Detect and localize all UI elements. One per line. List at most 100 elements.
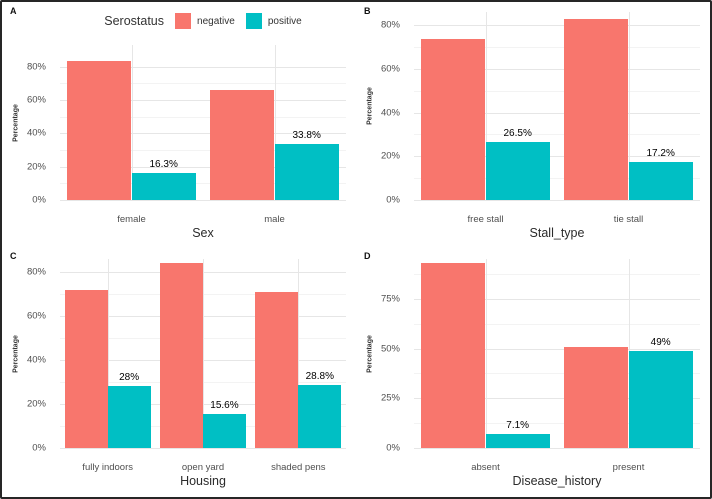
x-axis-title: Housing: [180, 474, 226, 488]
bar-value-label: 17.2%: [646, 148, 675, 160]
bar-negative-absent: [421, 263, 486, 448]
gridline-minor: [414, 373, 700, 375]
plot-area-stall-type: 26.5% 17.2%: [414, 12, 700, 201]
x-axis: fully indoors open yard shaded pens: [60, 462, 346, 474]
y-tick-label: 40%: [26, 354, 46, 366]
gridline-major: [414, 298, 700, 300]
plot-area-housing: 28% 15.6% 28.8%: [60, 259, 346, 449]
gridline-major: [60, 200, 346, 201]
gridline-minor: [60, 150, 346, 151]
gridline-vertical: [485, 259, 487, 448]
bar-negative-male: [210, 89, 275, 200]
bar-positive-free-stall: [485, 142, 550, 200]
y-axis: 0% 20% 40% 60% 80%: [2, 2, 54, 247]
bar-value-label: 49%: [650, 336, 671, 348]
legend-item-positive: positive: [245, 13, 302, 29]
bar-positive-absent: [485, 433, 550, 448]
gridline-minor: [414, 273, 700, 275]
bar-positive-present: [628, 350, 693, 448]
x-tick-label: open yard: [181, 462, 225, 473]
gridline-major: [414, 112, 700, 114]
legend: Serostatus negative positive: [60, 9, 346, 33]
x-tick-label: shaded pens: [271, 462, 326, 473]
panel-letter-d: D: [364, 251, 371, 261]
x-tick-label: free stall: [467, 214, 504, 225]
plot-area-disease-history: 7.1% 49%: [414, 259, 700, 449]
y-tick-label: 0%: [32, 442, 46, 454]
bar-value-label: 26.5%: [503, 128, 532, 140]
y-tick-label: 60%: [26, 310, 46, 322]
x-tick-label: fully indoors: [82, 462, 134, 473]
bar-negative-tie-stall: [564, 19, 629, 200]
bar-positive-shaded-pens: [298, 384, 342, 448]
gridline-vertical: [298, 259, 300, 448]
bar-negative-shaded-pens: [255, 291, 299, 448]
bar-negative-female: [67, 60, 132, 200]
gridline-major: [60, 448, 346, 449]
y-axis: 0% 20% 40% 60% 80%: [356, 2, 408, 247]
gridline-major: [414, 448, 700, 449]
x-axis: female male: [60, 214, 346, 226]
gridline-minor: [414, 323, 700, 325]
legend-item-negative: negative: [175, 13, 235, 29]
bar-negative-free-stall: [421, 39, 486, 200]
gridline-major: [414, 68, 700, 70]
bar-negative-open-yard: [160, 262, 203, 448]
bar-positive-tie-stall: [628, 162, 693, 200]
gridline-vertical: [628, 12, 630, 200]
panel-c: C Percentage 0% 20% 40% 60% 80% 28% 15.6% 28.8…: [2, 247, 356, 497]
y-tick-label: 0%: [386, 442, 400, 454]
y-tick-label: 50%: [380, 343, 400, 355]
legend-swatch-negative: [175, 13, 192, 29]
bar-positive-male: [274, 143, 339, 200]
y-tick-label: 80%: [380, 19, 400, 31]
legend-label-positive: positive: [267, 15, 302, 27]
gridline-vertical: [203, 259, 204, 448]
gridline-vertical: [485, 12, 487, 200]
bar-negative-fully-indoors: [64, 289, 108, 448]
y-tick-label: 25%: [380, 392, 400, 404]
gridline-major: [60, 133, 346, 135]
x-tick-label: female: [117, 214, 146, 225]
gridline-vertical: [131, 45, 133, 200]
y-tick-label: 60%: [380, 63, 400, 75]
y-tick-label: 0%: [32, 194, 46, 206]
y-tick-label: 80%: [26, 266, 46, 278]
y-tick-label: 20%: [26, 398, 46, 410]
legend-swatch-positive: [245, 13, 262, 29]
gridline-minor: [414, 423, 700, 425]
x-axis: free stall tie stall: [414, 214, 700, 226]
gridline-minor: [414, 90, 700, 92]
panel-letter-a: A: [10, 6, 17, 16]
bar-value-label: 28%: [119, 372, 140, 384]
bar-value-label: 7.1%: [506, 419, 530, 431]
y-axis: 0% 25% 50% 75%: [356, 247, 408, 497]
gridline-minor: [60, 116, 346, 118]
gridline-major: [414, 156, 700, 158]
y-tick-label: 60%: [26, 94, 46, 106]
gridline-major: [414, 200, 700, 201]
gridline-minor: [414, 46, 700, 48]
x-tick-label: male: [264, 214, 285, 225]
gridline-major: [414, 25, 700, 27]
bar-positive-open-yard: [203, 413, 246, 448]
x-axis: absent present: [414, 462, 700, 474]
gridline-minor: [414, 178, 700, 180]
gridline-major: [60, 166, 346, 168]
bar-positive-fully-indoors: [107, 386, 151, 448]
y-tick-label: 40%: [380, 107, 400, 119]
panel-d: D Percentage 0% 25% 50% 75% 7.1% 49% absent p…: [356, 247, 710, 497]
bar-value-label: 16.3%: [149, 158, 178, 170]
panel-a: A Serostatus negative positive Percentag…: [2, 2, 356, 247]
gridline-minor: [414, 134, 700, 136]
x-tick-label: absent: [471, 462, 500, 473]
y-tick-label: 40%: [26, 127, 46, 139]
panel-letter-c: C: [10, 251, 17, 261]
legend-title: Serostatus: [104, 14, 165, 28]
bar-positive-female: [131, 172, 196, 200]
legend-label-negative: negative: [197, 15, 235, 27]
bar-value-label: 28.8%: [305, 370, 334, 382]
bar-value-label: 33.8%: [292, 129, 321, 141]
gridline-major: [60, 100, 346, 101]
